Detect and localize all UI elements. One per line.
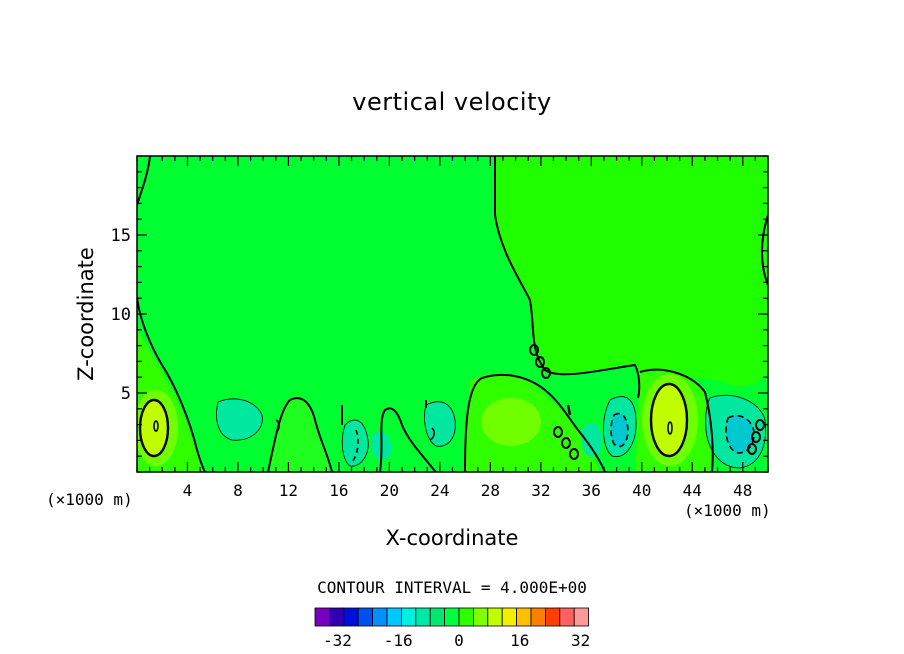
downdraft-core (725, 414, 755, 454)
x-tick-label: 16 (329, 481, 348, 500)
small-contour (569, 448, 579, 460)
updraft-core (649, 382, 689, 458)
x-tick-label: 8 (233, 481, 243, 500)
colorbar-cell (357, 607, 374, 627)
colorbar-cell (328, 607, 345, 627)
zero-contour (137, 297, 206, 472)
colorbar-cell (559, 607, 575, 627)
zero-contour (494, 156, 641, 399)
colorbar-cell (472, 607, 489, 627)
zero-contour (464, 373, 606, 472)
x-tick-label: 4 (183, 481, 193, 500)
small-contour (553, 426, 563, 438)
colorbar-cell (444, 607, 460, 627)
colorbar-cell (386, 607, 402, 627)
x-unit-label-left: (×1000 m) (46, 490, 133, 509)
field-lower-band (268, 398, 332, 472)
downdraft-patch (581, 423, 602, 457)
colorbar-cell (487, 607, 503, 627)
contour-interval-text: CONTOUR INTERVAL = 4.000E+00 (317, 578, 587, 597)
x-tick-label: 48 (733, 481, 752, 500)
colorbar-cell (516, 607, 532, 627)
downdraft-patch (216, 398, 263, 441)
x-tick-label: 32 (531, 481, 550, 500)
colorbar-cell (429, 607, 446, 627)
inner-contour (275, 419, 280, 433)
x-tick-label: 44 (683, 481, 702, 500)
x-tick-label: 36 (582, 481, 601, 500)
chart-title: vertical velocity (352, 88, 552, 116)
y-tick-label: 10 (111, 305, 131, 325)
colorbar-tick-label: -32 (323, 631, 352, 650)
colorbar-tick-label: 16 (510, 631, 529, 650)
colorbar-cell (343, 607, 359, 627)
x-unit-label-right: (×1000 m) (684, 501, 771, 520)
x-tick-label: 24 (430, 481, 449, 500)
zero-contour (379, 407, 437, 472)
y-tick-label: 5 (121, 384, 131, 404)
colorbar-tick-label: 32 (571, 631, 590, 650)
colorbar-cell (545, 607, 561, 627)
x-tick-label: 12 (279, 481, 298, 500)
colorbar-cell (372, 607, 388, 627)
inner-contour (153, 420, 159, 432)
small-contour (535, 356, 545, 368)
inner-contour (667, 421, 673, 435)
downdraft-patch (424, 401, 456, 447)
colorbar-cell (314, 607, 330, 627)
colorbar-cell (501, 607, 518, 627)
colorbar-tick-label: 0 (454, 631, 464, 650)
inner-contour (566, 404, 572, 416)
zero-contour (761, 214, 768, 286)
small-contour (747, 443, 757, 455)
inner-contour (429, 427, 435, 441)
field-upper-right (495, 156, 768, 395)
downdraft-core (610, 412, 629, 448)
x-axis-label: X-coordinate (385, 526, 519, 550)
small-contour (751, 431, 761, 443)
colorbar-cell (400, 607, 417, 627)
y-axis-label: Z-coordinate (74, 247, 98, 381)
colorbar-cell (530, 607, 546, 627)
zero-contour (639, 368, 714, 472)
colorbar-tick-label: -16 (384, 631, 413, 650)
updraft-ring (481, 398, 541, 446)
colorbar-cell (458, 607, 474, 627)
colorbar-cell (573, 607, 590, 627)
x-tick-label: 20 (380, 481, 399, 500)
small-contour (561, 437, 571, 449)
x-tick-label: 28 (481, 481, 500, 500)
small-contour (529, 344, 539, 356)
inner-contour (351, 429, 359, 463)
x-tick-label: 40 (632, 481, 651, 500)
small-contour (541, 367, 551, 379)
y-tick-label: 15 (111, 226, 131, 246)
downdraft-patch (341, 419, 369, 467)
colorbar-cell (415, 607, 431, 627)
